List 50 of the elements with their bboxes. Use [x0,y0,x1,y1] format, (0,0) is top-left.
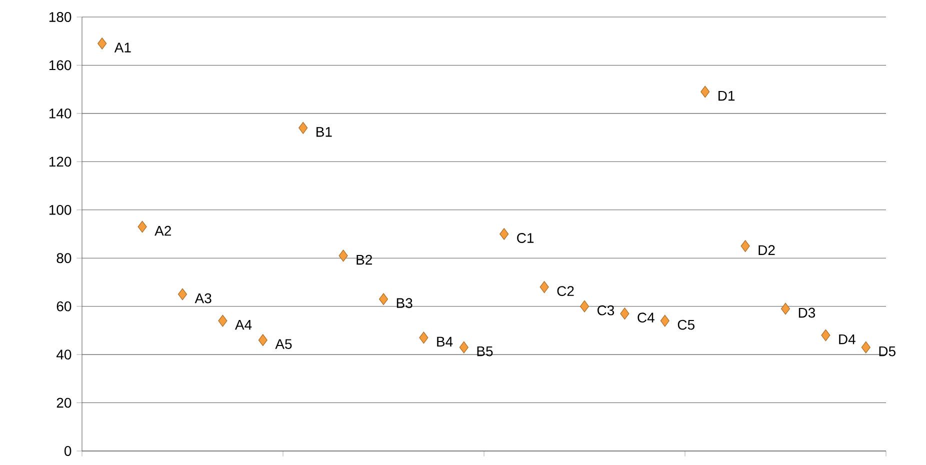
y-tick-label: 80 [56,253,72,264]
data-label: A3 [194,293,212,304]
point [298,122,308,134]
point [540,281,549,293]
y-tick-label: 160 [49,60,72,70]
point [861,341,870,354]
y-tick-label: 40 [56,350,72,360]
y-tick-label: 120 [49,156,72,167]
point [178,288,188,300]
data-label: D5 [879,346,896,356]
point [419,332,428,344]
point [780,302,790,315]
point [258,334,268,346]
point [338,250,348,262]
data-label: B3 [396,298,412,308]
data-label: C2 [557,286,574,296]
data-label: D1 [718,90,735,101]
data-label: B5 [477,346,493,356]
data-label: D4 [839,334,856,344]
y-tick-label: 100 [49,204,72,215]
data-label: C4 [638,312,654,323]
y-tick-label: 20 [56,398,72,408]
y-tick-label: 0 [64,446,72,456]
point [660,314,670,327]
data-label: C1 [517,233,534,243]
data-label: D3 [798,308,816,318]
y-tick-label: 60 [56,301,72,312]
data-label: C5 [678,320,694,330]
point [620,308,630,320]
data-label: A5 [275,339,292,349]
data-label: A2 [154,226,171,236]
y-tick-label: 140 [49,108,72,118]
point [98,38,107,50]
data-label: B4 [437,336,453,346]
data-label: C3 [597,305,614,316]
data-label: D2 [758,245,775,255]
point [700,86,710,98]
point [821,329,830,342]
data-label: A4 [234,320,252,330]
data-label: B2 [356,254,372,265]
point [500,228,509,240]
y-tick-label: 180 [49,12,72,22]
point [580,300,590,312]
data-label: B1 [316,127,332,137]
point [138,220,147,233]
data-label: A1 [114,42,131,52]
point [459,341,468,354]
point [218,314,228,327]
point [740,240,750,252]
point [378,293,388,306]
